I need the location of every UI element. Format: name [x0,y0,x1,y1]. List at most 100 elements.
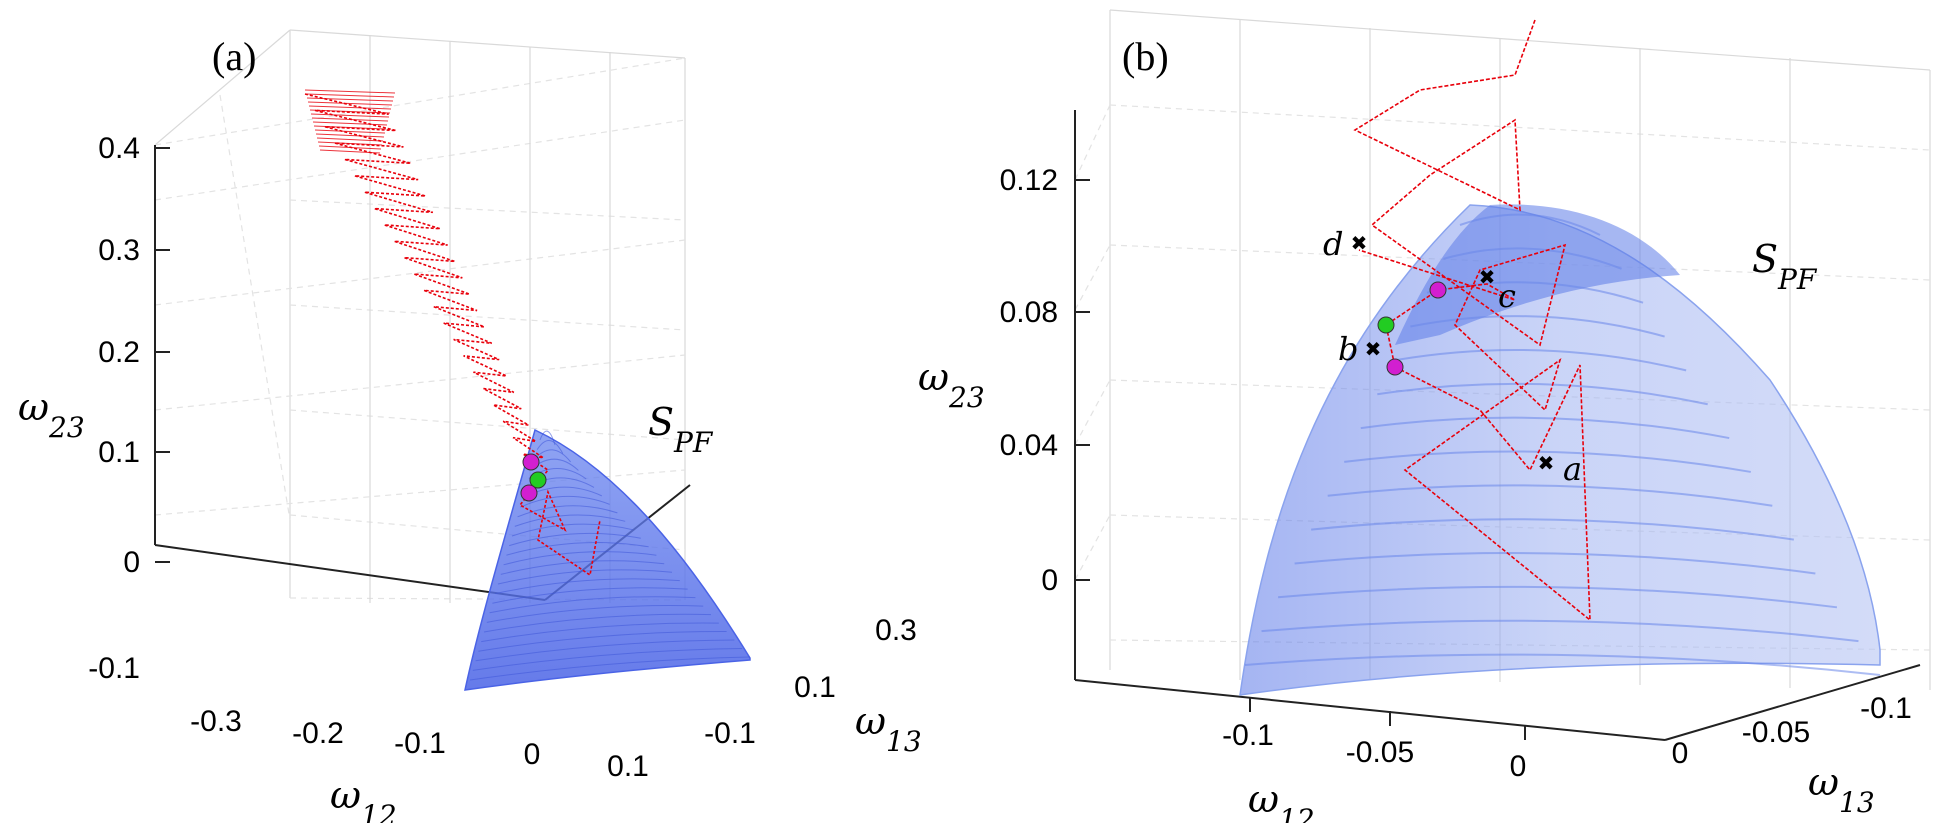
panel-b-surface-lines [1244,213,1881,676]
panel-b-green-point [1377,316,1395,334]
panel-a-y-axis-label: ω13 [855,699,922,758]
panel-b-z-axis-label: ω23 [918,355,985,414]
panel-b-x-tick-label: 0 [1510,750,1527,783]
trajectory-fan-line [315,133,385,138]
panel-b-annotation-d: d [1323,225,1343,263]
trajectory-fan-line [319,149,381,154]
surface-contour-line [511,523,634,537]
surface-contour-line [475,639,735,662]
panel-b-z-axis-label-text: ω23 [918,355,985,414]
panel-a-green-point [529,471,547,489]
surface-contour-line [1277,585,1838,609]
panel-b-marker-b: ✖ b [1338,330,1381,368]
panel-b: 0.12 0.08 0.04 0 -0.1 -0.05 0 0 -0.05 -0… [918,9,1931,823]
surface-contour-line [483,613,712,633]
trajectory-fan-line [312,121,388,126]
panel-b-y-axis [1664,664,1921,741]
panel-b-trajectory [1353,19,1591,622]
panel-a-z-tick-label: 0.4 [98,132,140,165]
surface-contour-line [517,505,618,518]
surface-contour-line [472,648,743,671]
panel-a-x-tick-label: -0.2 [292,717,344,750]
trajectory-fan-line [304,89,396,94]
panel-a-z-axis-label: ω23 [18,385,85,444]
surface-contour-line [481,622,719,643]
trajectory-line [304,93,601,577]
panel-b-x-axis [1074,679,1666,741]
surface-contour-line [506,542,649,556]
panel-b-trajectory-path [1353,19,1591,622]
surface-contour-line [1261,619,1859,643]
panel-a-x-axis [154,544,546,601]
surface-contour-line [489,596,696,614]
panel-b-x-axis-label: ω12 [1248,777,1315,823]
surface-contour-line [1393,349,1687,372]
panel-b-y-tick-label: -0.05 [1742,716,1810,749]
panel-b-annotation-a: a [1563,450,1582,488]
panel-a-trajectory-path [304,89,601,577]
panel-b-annotation-c: c [1498,277,1516,315]
trajectory-fan-line [313,125,387,130]
panel-a-z-tick-label: -0.1 [88,652,140,685]
panel-a-x-tick-label: 0 [524,738,541,771]
surface-contour-line [1360,416,1730,440]
trajectory-line [1353,19,1591,622]
cross-icon: ✖ [1351,231,1368,255]
panel-b-surface-label: SPF [1752,237,1818,296]
cross-icon: ✖ [1538,451,1555,475]
panel-a-z-tick-label: 0.2 [98,336,140,369]
panel-a-z-tick-label: 0.1 [98,436,140,469]
trajectory-fan-line [314,129,386,134]
panel-a-surface-label-text: SPF [648,400,714,459]
surface-contour-line [514,514,626,527]
panel-b-y-ticks: 0 -0.05 -0.1 [1672,692,1912,770]
trajectory-fan-line [309,109,391,114]
panel-a-z-ticks: 0.4 0.3 0.2 0.1 0 -0.1 [88,132,170,685]
trajectory-fan-line [316,137,384,142]
panel-a-y-ticks: -0.1 0.1 0.3 [704,614,917,750]
panel-b-marker-d: ✖ d [1323,225,1367,263]
panel-a-x-ticks: -0.3 -0.2 -0.1 0 0.1 [190,705,649,783]
trajectory-fan-line [308,105,392,110]
panel-b-y-tick-label: 0 [1672,737,1689,770]
panel-b-surface [1239,204,1881,696]
panel-a-trajectory [304,89,601,577]
panel-b-x-tick-label: -0.1 [1222,719,1274,752]
panel-a: 0.4 0.3 0.2 0.1 0 -0.1 -0.3 -0.2 -0.1 0 … [18,29,922,823]
panel-a-x-tick-label: 0.1 [607,750,649,783]
panel-b-marker-a: ✖ a [1538,450,1582,488]
surface-contour-line [1244,653,1881,676]
trajectory-fan-line [310,113,390,118]
surface-contour-line [520,495,610,508]
surface-contour-line [1443,247,1622,270]
surface-contour-line [469,656,751,681]
surface-contour-line [1344,450,1751,473]
trajectory-fan-line [307,101,393,106]
panel-b-z-tick-label: 0 [1041,564,1058,597]
trajectory-fan-line [317,141,383,146]
cross-icon: ✖ [1365,337,1382,361]
panel-a-y-tick-label: 0.3 [875,614,917,647]
panel-b-y-axis-label-text: ω13 [1808,760,1875,819]
surface-contour-line [509,532,641,547]
panel-b-y-axis-label: ω13 [1808,760,1875,819]
trajectory-fan-line [318,145,382,150]
surface-contour-line [495,578,680,595]
trajectory-fan-line [311,117,389,122]
surface-contour-line [492,587,688,604]
panel-a-z-tick-label: 0 [123,546,140,579]
panel-b-annotation-b: b [1338,330,1358,368]
surface-contour-line [1294,552,1816,575]
panel-b-x-ticks: -0.1 -0.05 0 [1222,697,1526,783]
panel-a-surface [464,428,751,691]
surface-contour-line [503,551,657,566]
panel-a-z-tick-label: 0.3 [98,234,140,267]
panel-a-magenta-point [522,453,540,471]
panel-a-x-axis-label: ω12 [330,773,397,823]
panel-b-magenta-point [1429,281,1447,299]
surface-contour-line [1426,281,1644,304]
panel-b-magenta-point [1386,358,1404,376]
panel-a-surface-label: SPF [648,400,714,459]
surface-contour-line [1327,484,1773,507]
